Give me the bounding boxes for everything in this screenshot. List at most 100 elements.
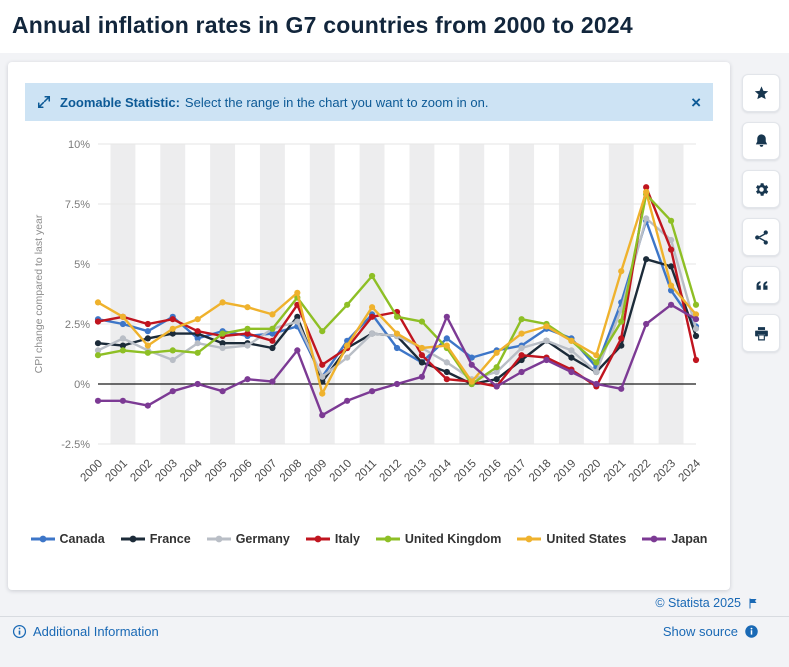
data-point[interactable]	[493, 349, 500, 356]
data-point[interactable]	[418, 373, 426, 380]
data-point[interactable]	[618, 318, 625, 325]
data-point[interactable]	[692, 356, 700, 364]
data-point[interactable]	[593, 380, 600, 388]
data-point[interactable]	[368, 313, 376, 320]
data-point[interactable]	[418, 352, 426, 359]
data-point[interactable]	[667, 282, 675, 289]
data-point[interactable]	[568, 368, 575, 376]
data-point[interactable]	[518, 330, 525, 337]
data-point[interactable]	[443, 368, 450, 376]
data-point[interactable]	[294, 289, 301, 296]
data-point[interactable]	[493, 376, 500, 383]
data-point[interactable]	[94, 340, 102, 347]
data-point[interactable]	[269, 325, 276, 332]
data-point[interactable]	[692, 332, 700, 340]
data-point[interactable]	[194, 349, 201, 356]
data-point[interactable]	[468, 354, 475, 361]
data-point[interactable]	[219, 344, 226, 352]
chart-svg[interactable]: 10% 7.5% 5% 2.5% 0% -2.5% 20002001200220032004…	[28, 134, 710, 526]
data-point[interactable]	[493, 383, 500, 390]
data-point[interactable]	[593, 352, 600, 359]
legend-item-japan[interactable]: Japan	[642, 532, 707, 546]
data-point[interactable]	[319, 361, 326, 368]
data-point[interactable]	[344, 342, 351, 349]
data-point[interactable]	[667, 263, 675, 270]
series-canada[interactable]	[94, 217, 700, 380]
data-point[interactable]	[368, 330, 376, 337]
data-point[interactable]	[219, 299, 226, 306]
data-point[interactable]	[543, 356, 550, 364]
data-point[interactable]	[618, 342, 625, 349]
data-point[interactable]	[269, 330, 276, 337]
series-japan[interactable]	[94, 301, 700, 419]
banner-close-button[interactable]: ×	[691, 92, 701, 112]
data-point[interactable]	[144, 320, 151, 328]
additional-information-link[interactable]: Additional Information	[12, 624, 159, 639]
data-point[interactable]	[244, 304, 251, 311]
data-point[interactable]	[244, 325, 251, 332]
data-point[interactable]	[319, 373, 326, 380]
data-point[interactable]	[368, 304, 376, 311]
data-point[interactable]	[593, 368, 600, 376]
data-point[interactable]	[119, 347, 127, 354]
alert-button[interactable]	[742, 122, 780, 160]
data-point[interactable]	[593, 359, 600, 366]
data-point[interactable]	[643, 188, 650, 196]
data-point[interactable]	[568, 337, 575, 344]
data-point[interactable]	[144, 342, 151, 349]
legend-item-united-kingdom[interactable]: United Kingdom	[375, 532, 501, 546]
data-point[interactable]	[692, 316, 700, 323]
data-point[interactable]	[194, 340, 201, 347]
data-point[interactable]	[393, 313, 401, 320]
copyright[interactable]: © Statista 2025	[655, 596, 759, 610]
data-point[interactable]	[468, 361, 475, 368]
data-point[interactable]	[169, 388, 176, 395]
show-source-link[interactable]: Show source	[663, 624, 759, 639]
data-point[interactable]	[418, 359, 426, 366]
data-point[interactable]	[144, 402, 151, 409]
data-point[interactable]	[543, 337, 550, 344]
data-point[interactable]	[169, 347, 176, 354]
settings-button[interactable]	[742, 170, 780, 208]
data-point[interactable]	[418, 318, 426, 325]
data-point[interactable]	[94, 352, 102, 359]
data-point[interactable]	[344, 301, 351, 308]
data-point[interactable]	[319, 412, 326, 419]
series-united-kingdom[interactable]	[94, 191, 700, 388]
data-point[interactable]	[493, 364, 500, 371]
data-point[interactable]	[518, 344, 525, 352]
data-point[interactable]	[692, 325, 700, 332]
data-point[interactable]	[269, 378, 276, 385]
data-point[interactable]	[194, 380, 201, 388]
data-point[interactable]	[543, 323, 550, 330]
data-point[interactable]	[94, 318, 102, 325]
data-point[interactable]	[344, 397, 351, 404]
legend-item-italy[interactable]: Italy	[305, 532, 360, 546]
series-italy[interactable]	[94, 184, 700, 390]
series-france[interactable]	[94, 256, 700, 388]
data-point[interactable]	[219, 330, 226, 337]
share-button[interactable]	[742, 218, 780, 256]
favorite-button[interactable]	[742, 74, 780, 112]
data-point[interactable]	[244, 342, 251, 349]
data-point[interactable]	[518, 316, 525, 323]
legend-item-canada[interactable]: Canada	[30, 532, 105, 546]
data-point[interactable]	[393, 330, 401, 337]
data-point[interactable]	[169, 325, 176, 332]
data-point[interactable]	[269, 344, 276, 352]
data-point[interactable]	[692, 301, 700, 308]
data-point[interactable]	[269, 337, 276, 344]
inflation-line-chart[interactable]: 10% 7.5% 5% 2.5% 0% -2.5% 2000 2001 2002 2003 2004…	[28, 134, 710, 531]
data-point[interactable]	[269, 311, 276, 318]
data-point[interactable]	[244, 376, 251, 383]
data-point[interactable]	[667, 246, 675, 253]
data-point[interactable]	[518, 368, 525, 376]
data-point[interactable]	[194, 335, 201, 342]
data-point[interactable]	[667, 236, 675, 244]
data-point[interactable]	[219, 340, 226, 347]
data-point[interactable]	[643, 320, 650, 328]
data-point[interactable]	[169, 330, 176, 337]
data-point[interactable]	[219, 388, 226, 395]
legend-item-united-states[interactable]: United States	[517, 532, 626, 546]
data-point[interactable]	[94, 299, 102, 306]
